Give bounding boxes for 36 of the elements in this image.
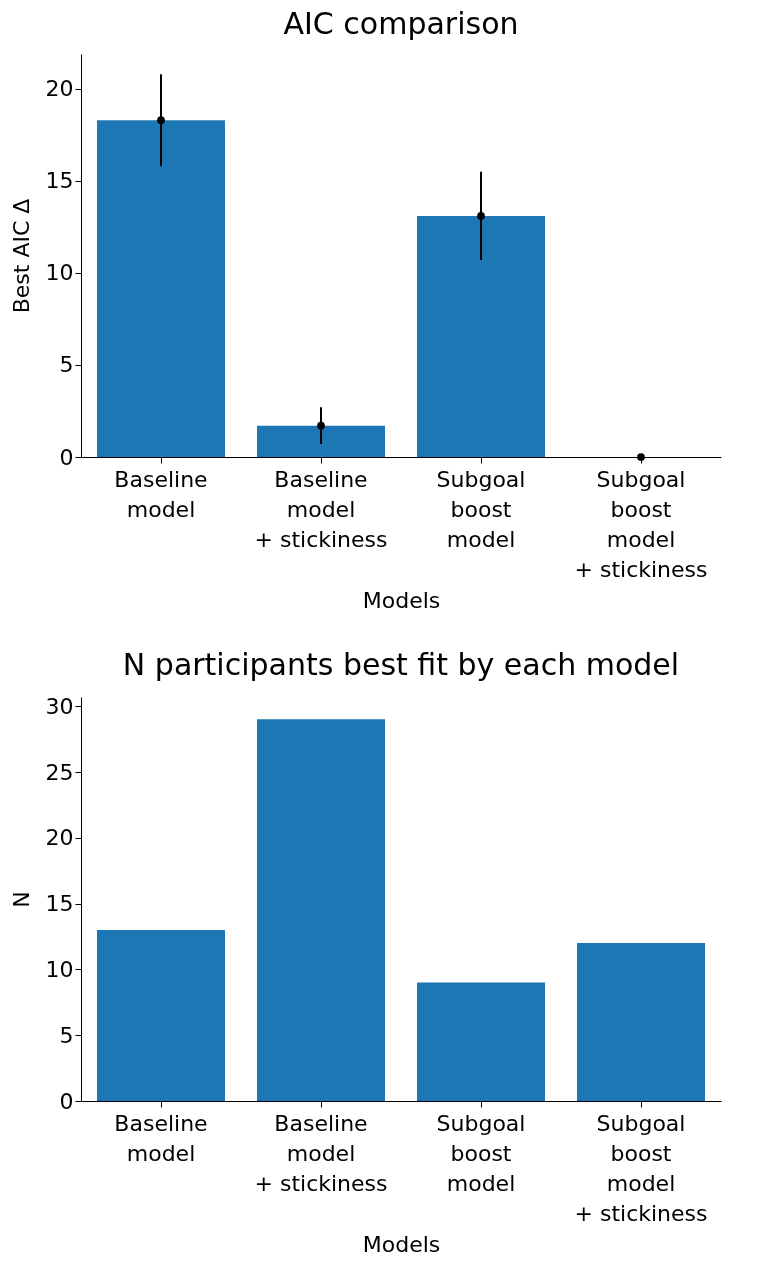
x-tick-label: Baseline model + stickiness xyxy=(254,1110,388,1196)
y-tick-label: 20 xyxy=(45,825,74,851)
bar xyxy=(417,215,545,457)
x-tick-label: Subgoal boost model xyxy=(436,466,526,552)
point xyxy=(317,421,325,430)
y-tick-label: 0 xyxy=(59,444,74,470)
y-tick-label: 5 xyxy=(59,1022,74,1048)
x-axis-title: Models xyxy=(362,587,441,613)
x-tick-label: Baseline model xyxy=(114,1110,208,1166)
bar xyxy=(577,943,705,1101)
bar xyxy=(417,982,545,1101)
y-axis-title: N xyxy=(8,891,34,908)
y-axis-title: Best AIC Δ xyxy=(8,198,34,314)
point xyxy=(477,212,485,220)
y-tick-label: 30 xyxy=(45,693,74,719)
y-tick-label: 15 xyxy=(45,891,74,917)
x-tick-label: Baseline model xyxy=(114,466,208,522)
x-axis-title: Models xyxy=(362,1231,441,1257)
bar xyxy=(97,120,225,457)
y-tick-label: 0 xyxy=(59,1088,74,1114)
y-tick-label: 5 xyxy=(59,352,74,378)
bar xyxy=(257,719,385,1101)
y-tick-label: 15 xyxy=(45,168,74,194)
point xyxy=(157,116,165,125)
x-tick-label: Subgoal boost model xyxy=(436,1110,526,1196)
bar xyxy=(97,929,225,1101)
y-tick-label: 10 xyxy=(45,260,74,286)
chart-title: AIC comparison xyxy=(283,6,519,41)
x-tick-label: Baseline model + stickiness xyxy=(254,466,388,552)
bar xyxy=(257,425,385,457)
y-tick-label: 20 xyxy=(45,76,74,102)
y-tick-label: 10 xyxy=(45,956,74,982)
y-tick-label: 25 xyxy=(45,759,74,785)
x-tick-label: Subgoal boost model + stickiness xyxy=(574,1110,708,1226)
chart-title: N participants best fit by each model xyxy=(122,647,680,683)
x-tick-label: Subgoal boost model + stickiness xyxy=(574,466,708,582)
